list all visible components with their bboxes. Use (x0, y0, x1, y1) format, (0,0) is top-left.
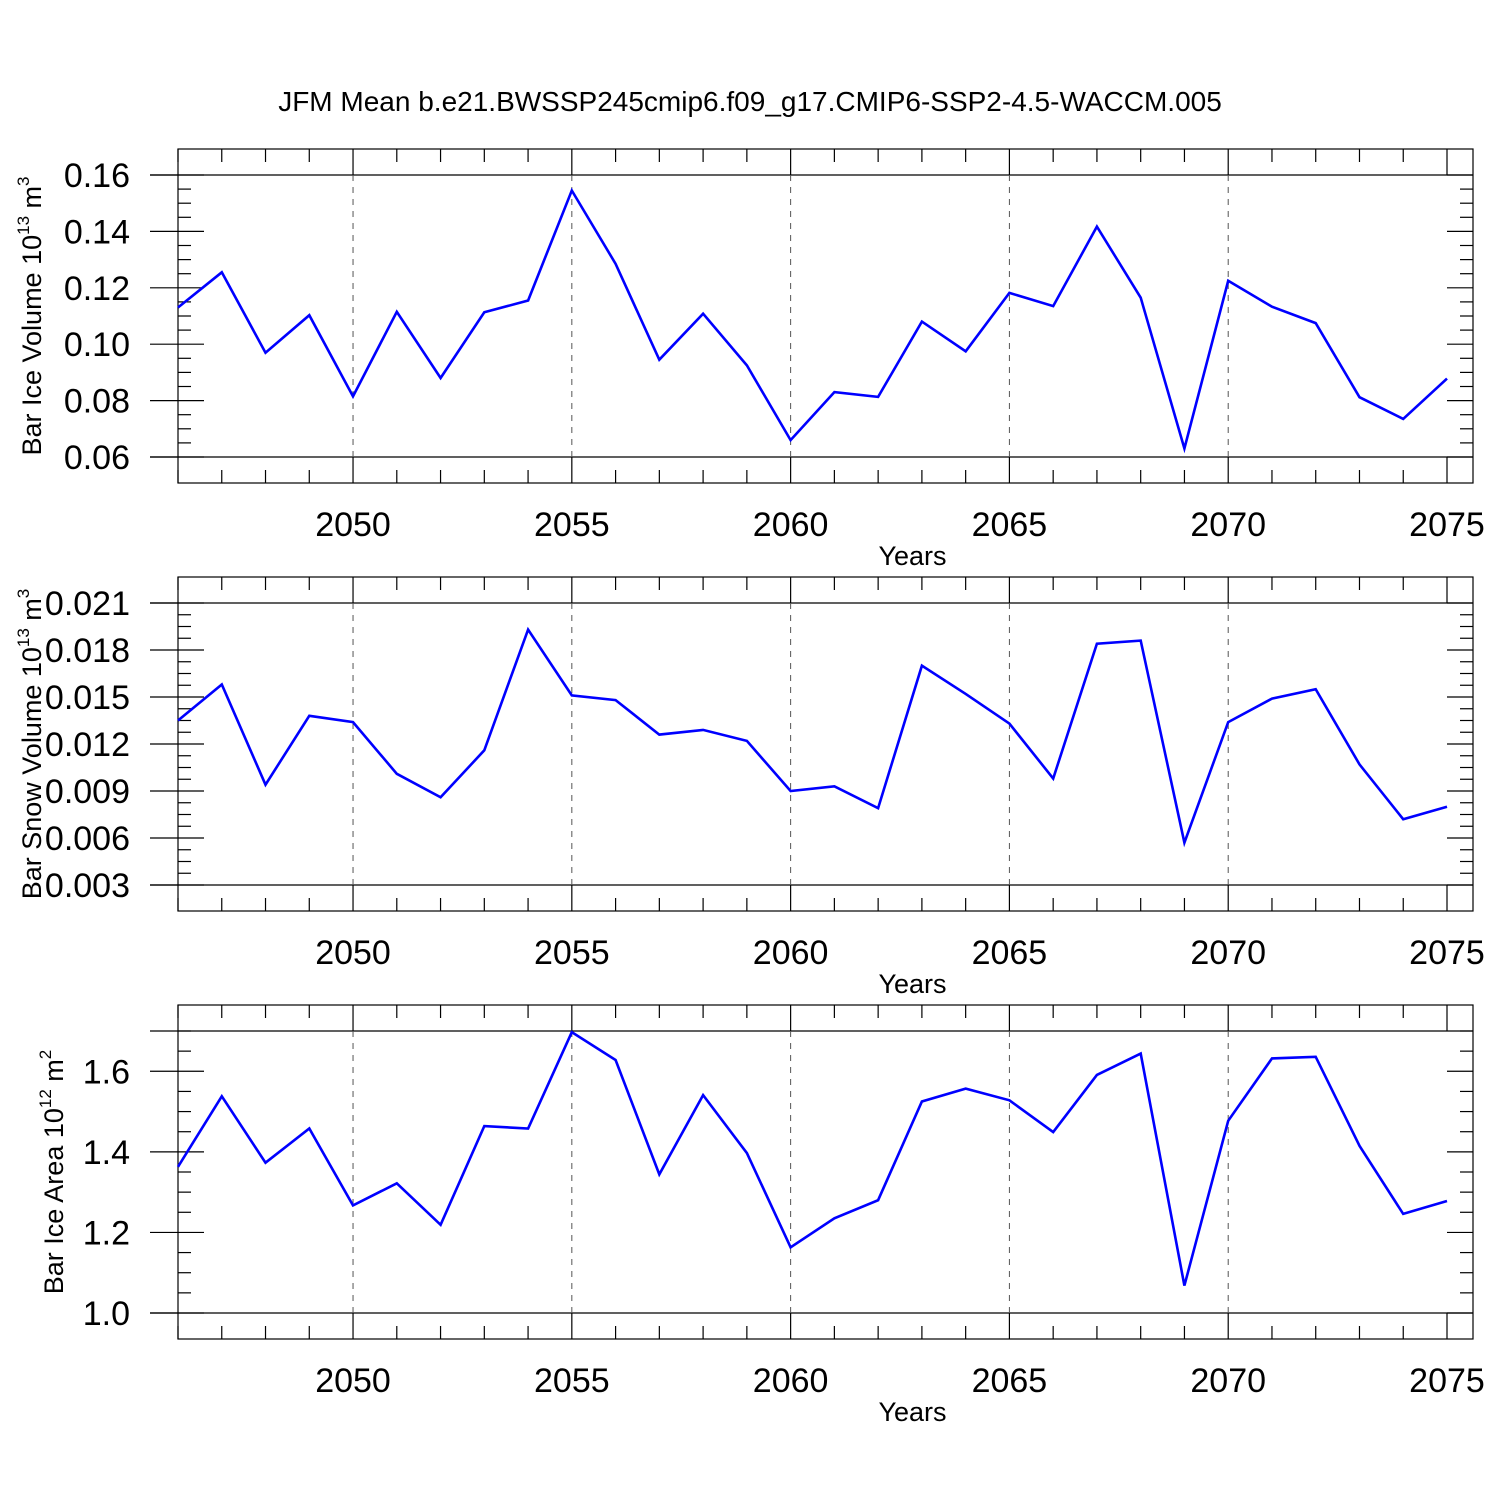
x-tick-label: 2060 (753, 934, 829, 972)
y-tick-label: 0.08 (64, 383, 130, 421)
series-line (177, 187, 1448, 454)
y-axis-label-unit-exp: 2 (36, 1050, 55, 1059)
x-tick-label: 2055 (534, 506, 610, 544)
y-axis-label: Bar Snow Volume 1013 m3 (14, 589, 47, 900)
x-tick-label: 2070 (1190, 506, 1266, 544)
y-tick-label: 0.14 (64, 213, 130, 251)
x-axis-label: Years (878, 1397, 946, 1427)
x-tick-label: 2070 (1190, 1362, 1266, 1400)
x-axis-label: Years (878, 541, 946, 571)
series-line (176, 1030, 1448, 1286)
y-tick-label: 0.009 (45, 773, 130, 811)
plot-frame (177, 148, 1474, 484)
plot-frame (177, 1004, 1474, 1340)
y-tick-label: 0.006 (45, 820, 130, 858)
chart-panel-1: 2050 2055 2060 2065 2070 2075 0.06 0.08 0.10 0.12… (14, 148, 1485, 571)
x-tick-label: 2075 (1409, 1362, 1485, 1400)
chart-panel-3: 2050 2055 2060 2065 2070 2075 1.0 1.2 1.4 1.6 Year… (36, 1004, 1485, 1427)
x-tick-label: 2065 (972, 934, 1048, 972)
y-tick-label: 1.6 (83, 1053, 130, 1091)
x-tick-label: 2065 (972, 1362, 1048, 1400)
x-tick-label: 2050 (315, 1362, 391, 1400)
chart-panel-2: 2050 2055 2060 2065 2070 2075 0.003 0.006 0.009 0… (14, 576, 1485, 999)
y-tick-label: 0.10 (64, 326, 130, 364)
y-tick-label: 1.0 (83, 1295, 130, 1333)
y-axis-label-unit-exp: 3 (14, 589, 33, 598)
x-tick-label: 2060 (753, 1362, 829, 1400)
x-tick-label: 2065 (972, 506, 1048, 544)
series-line (177, 626, 1448, 848)
y-axis-label-prefix: Bar Ice Volume 10 (17, 235, 47, 456)
y-tick-label: 1.2 (83, 1214, 130, 1252)
y-tick-label: 0.06 (64, 439, 130, 477)
y-axis-label-prefix: Bar Snow Volume 10 (17, 647, 47, 899)
y-axis-label-exp: 13 (14, 628, 33, 647)
y-axis-label-exp: 12 (36, 1089, 55, 1108)
y-tick-label: 0.018 (45, 632, 130, 670)
y-axis-label-unit-exp: 3 (14, 176, 33, 185)
y-axis-label-unit: m (39, 1059, 69, 1089)
x-tick-label: 2060 (753, 506, 829, 544)
y-tick-label: 0.003 (45, 867, 130, 905)
x-tick-label: 2050 (315, 934, 391, 972)
x-tick-label: 2055 (534, 1362, 610, 1400)
y-axis-label-exp: 13 (14, 216, 33, 235)
y-tick-label: 0.12 (64, 270, 130, 308)
y-axis-label: Bar Ice Area 1012 m2 (36, 1050, 69, 1295)
y-axis-label-prefix: Bar Ice Area 10 (39, 1108, 69, 1294)
y-tick-label: 0.021 (45, 585, 130, 623)
y-axis-label: Bar Ice Volume 1013 m3 (14, 176, 47, 455)
x-tick-label: 2055 (534, 934, 610, 972)
y-tick-label: 0.012 (45, 726, 130, 764)
x-axis-label: Years (878, 969, 946, 999)
x-tick-label: 2070 (1190, 934, 1266, 972)
x-tick-label: 2050 (315, 506, 391, 544)
x-tick-label: 2075 (1409, 934, 1485, 972)
y-axis-label-unit: m (17, 598, 47, 628)
y-tick-label: 1.4 (83, 1134, 130, 1172)
y-axis-label-unit: m (17, 186, 47, 216)
y-tick-label: 0.015 (45, 679, 130, 717)
x-tick-label: 2075 (1409, 506, 1485, 544)
y-tick-label: 0.16 (64, 157, 130, 195)
chart-title: JFM Mean b.e21.BWSSP245cmip6.f09_g17.CMI… (278, 86, 1222, 117)
